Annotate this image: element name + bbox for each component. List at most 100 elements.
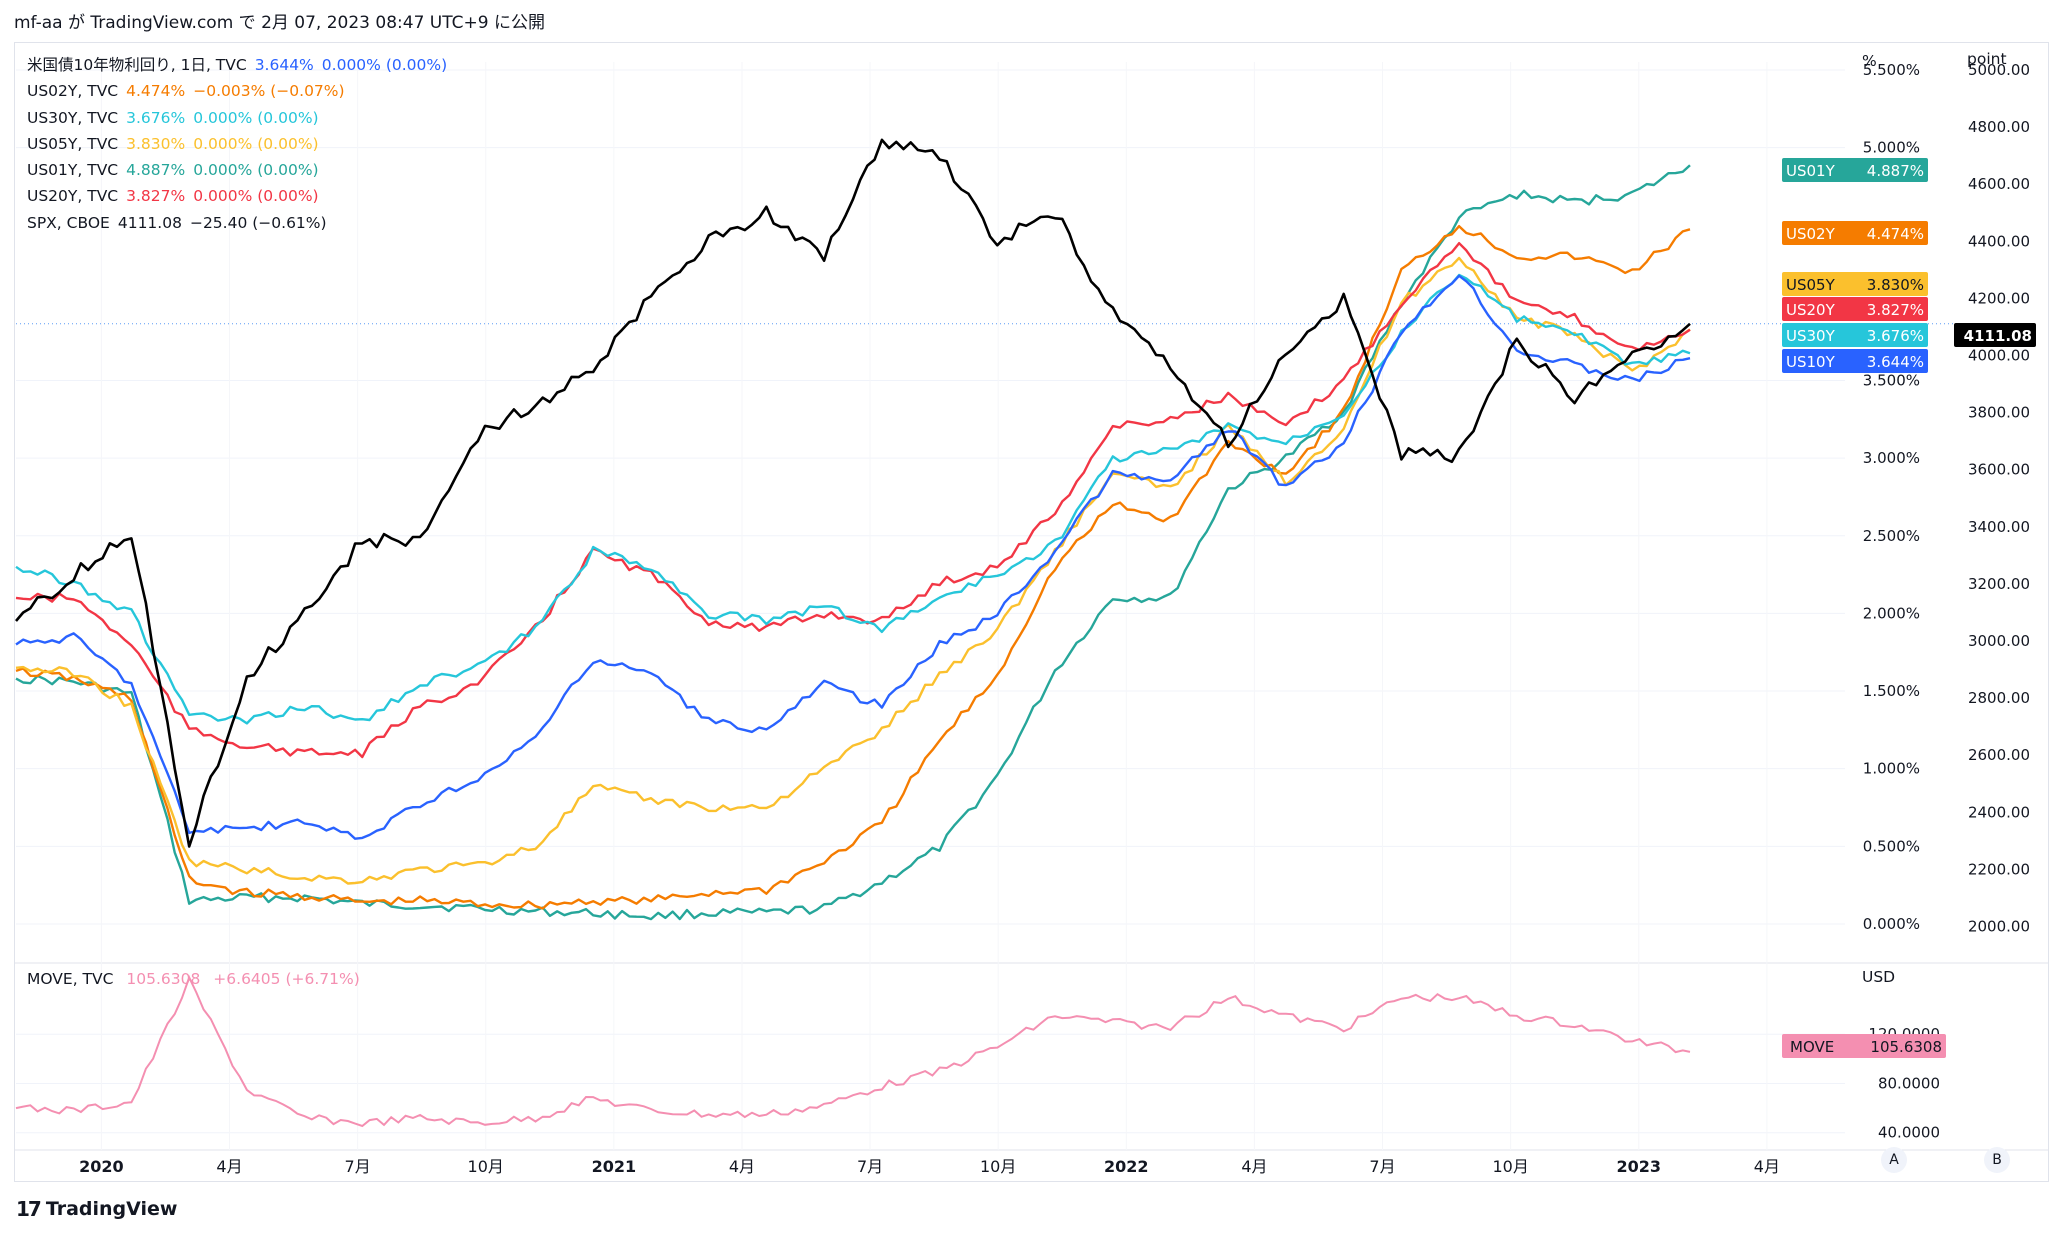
legend-change: −0.003% (−0.07%) <box>193 82 345 101</box>
x-tick-label: 4月 <box>1241 1157 1267 1176</box>
scale-button-b[interactable]: B <box>1984 1147 2010 1173</box>
chart-frame <box>14 42 2049 1182</box>
usd-unit-label: USD <box>1862 968 1896 986</box>
legend-symbol: US20Y, TVC <box>27 187 119 206</box>
point-tick-label: 2000.00 <box>1968 917 2030 935</box>
price-label-us05y: US05Y 3.830% <box>1782 272 1928 296</box>
legend-value: 3.676% <box>126 108 186 127</box>
price-label-us30y: US30Y 3.676% <box>1782 323 1928 347</box>
legend-row[interactable]: US01Y, TVC 4.887% 0.000% (0.00%) <box>27 157 447 183</box>
footer-logo[interactable]: 17 TradingView <box>16 1197 177 1221</box>
price-label-us01y: US01Y 4.887% <box>1782 158 1928 182</box>
publish-header: mf-aa が TradingView.com で 2月 07, 2023 08… <box>14 13 545 33</box>
series-line-us01y <box>15 164 1691 921</box>
usd-tick-label: 80.0000 <box>1878 1074 1940 1092</box>
point-tick-label: 2400.00 <box>1968 803 2030 821</box>
legend-symbol: SPX, CBOE <box>27 213 110 232</box>
point-tick-label: 3600.00 <box>1968 461 2030 479</box>
move-legend-change: +6.6405 (+6.71%) <box>213 970 360 988</box>
price-label-value: 3.676% <box>1867 327 1924 345</box>
price-label-spx: 4111.08 <box>1954 323 2036 347</box>
x-tick-label: 4月 <box>1754 1157 1780 1176</box>
pct-tick-label: 1.500% <box>1863 682 1920 700</box>
pct-tick-label: 0.500% <box>1863 837 1920 855</box>
move-legend: MOVE, TVC 105.6308 +6.6405 (+6.71%) <box>27 970 360 988</box>
legend-symbol: US05Y, TVC <box>27 134 119 153</box>
price-label-box <box>1782 323 1928 347</box>
move-panel <box>15 974 1691 1128</box>
series-line-us20y <box>15 242 1691 759</box>
price-label-us02y: US02Y 4.474% <box>1782 221 1928 245</box>
pct-tick-label: 0.000% <box>1863 915 1920 933</box>
x-tick-label: 10月 <box>1492 1157 1528 1176</box>
point-tick-label: 4800.00 <box>1968 118 2030 136</box>
price-label-value: 3.827% <box>1867 301 1924 319</box>
price-label-symbol: US02Y <box>1786 225 1836 243</box>
legend-row[interactable]: US02Y, TVC 4.474% −0.003% (−0.07%) <box>27 78 447 104</box>
point-tick-label: 3800.00 <box>1968 404 2030 422</box>
legend-symbol: US02Y, TVC <box>27 82 119 101</box>
legend-row[interactable]: US20Y, TVC 3.827% 0.000% (0.00%) <box>27 183 447 209</box>
price-label-move: MOVE 105.6308 <box>1782 1034 1946 1058</box>
main-legend: 米国債10年物利回り, 1日, TVC 3.644% 0.000% (0.00%) U… <box>27 52 447 236</box>
price-label-box <box>1782 1034 1946 1058</box>
x-tick-label: 2022 <box>1104 1157 1149 1176</box>
move-legend-value: 105.6308 <box>126 970 201 988</box>
pct-unit-label: % <box>1862 52 1877 70</box>
price-label-box <box>1782 221 1928 245</box>
series-lines <box>15 138 1691 921</box>
point-tick-label: 3400.00 <box>1968 518 2030 536</box>
legend-value: 3.644% <box>254 56 314 74</box>
series-line-move <box>15 974 1691 1128</box>
legend-change: 0.000% (0.00%) <box>193 108 319 127</box>
point-tick-label: 2600.00 <box>1968 746 2030 764</box>
grid <box>14 62 2049 1151</box>
x-tick-label: 2023 <box>1616 1157 1661 1176</box>
price-label-value: 3.644% <box>1867 353 1924 371</box>
pct-tick-label: 1.000% <box>1863 760 1920 778</box>
price-label-box <box>1782 158 1928 182</box>
price-label-value: 4111.08 <box>1964 327 2032 345</box>
pct-tick-label: 5.000% <box>1863 139 1920 157</box>
move-legend-symbol: MOVE, TVC <box>27 970 114 988</box>
pct-tick-label: 5.500% <box>1863 61 1920 79</box>
x-tick-label: 7月 <box>345 1157 371 1176</box>
price-label-symbol: US10Y <box>1786 353 1836 371</box>
legend-row[interactable]: US05Y, TVC 3.830% 0.000% (0.00%) <box>27 131 447 157</box>
legend-symbol: US30Y, TVC <box>27 108 119 127</box>
price-label-box <box>1954 323 2036 347</box>
price-label-symbol: US05Y <box>1786 276 1836 294</box>
x-tick-label: 10月 <box>980 1157 1016 1176</box>
legend-change: 0.000% (0.00%) <box>193 134 319 153</box>
price-label-box <box>1782 349 1928 373</box>
x-tick-label: 2020 <box>79 1157 124 1176</box>
legend-change: 0.000% (0.00%) <box>193 161 319 180</box>
x-tick-label: 7月 <box>1369 1157 1395 1176</box>
price-label-box <box>1782 272 1928 296</box>
legend-change: 0.000% (0.00%) <box>321 56 448 74</box>
legend-row[interactable]: 米国債10年物利回り, 1日, TVC 3.644% 0.000% (0.00%) <box>27 52 447 78</box>
x-tick-label: 7月 <box>857 1157 883 1176</box>
point-tick-label: 3200.00 <box>1968 575 2030 593</box>
point-tick-label: 4200.00 <box>1968 289 2030 307</box>
legend-value: 4.474% <box>126 82 186 101</box>
x-tick-label: 10月 <box>468 1157 504 1176</box>
point-tick-label: 4400.00 <box>1968 232 2030 250</box>
scale-button-a[interactable]: A <box>1881 1147 1907 1173</box>
tradingview-logo-icon: 17 <box>16 1197 42 1221</box>
axes: 0.000% 0.500% 1.000% 1.500% 2.000% 2.500% 3.00… <box>79 61 2030 1176</box>
legend-row[interactable]: US30Y, TVC 3.676% 0.000% (0.00%) <box>27 105 447 131</box>
price-label-box <box>1782 297 1928 321</box>
point-tick-label: 4600.00 <box>1968 175 2030 193</box>
price-label-symbol: MOVE <box>1790 1038 1834 1056</box>
legend-change: 0.000% (0.00%) <box>193 187 319 206</box>
legend-row[interactable]: SPX, CBOE 4111.08 −25.40 (−0.61%) <box>27 210 447 236</box>
series-line-us02y <box>15 225 1691 910</box>
price-label-symbol: US01Y <box>1786 162 1836 180</box>
point-unit-label: point <box>1967 50 2007 68</box>
price-labels: US01Y 4.887% US02Y 4.474% US05Y 3.830% US20Y 3.… <box>1782 158 2036 1058</box>
x-tick-label: 4月 <box>729 1157 755 1176</box>
legend-change: −25.40 (−0.61%) <box>189 213 327 232</box>
point-tick-label: 4000.00 <box>1968 346 2030 364</box>
